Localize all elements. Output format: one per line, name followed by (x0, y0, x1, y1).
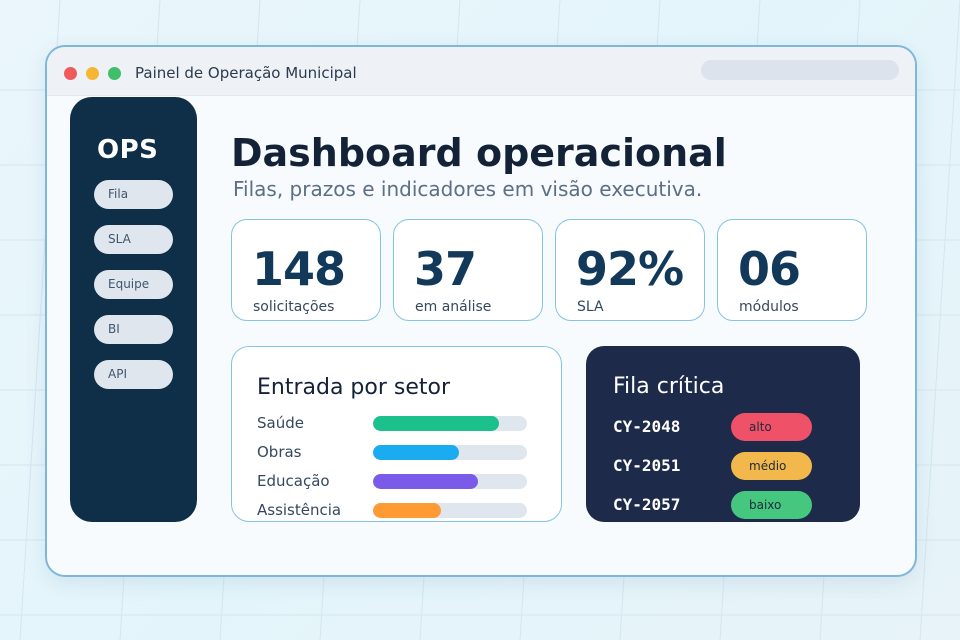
sector-bar-track (373, 416, 527, 431)
kpi-card-sla: 92% SLA (555, 219, 705, 321)
kpi-label: módulos (739, 299, 799, 315)
close-window-button[interactable] (64, 67, 77, 80)
page-subtitle: Filas, prazos e indicadores em visão exe… (233, 177, 703, 201)
window-title: Painel de Operação Municipal (135, 64, 357, 82)
priority-badge: baixo (731, 491, 812, 519)
sidebar: OPS Fila SLA Equipe BI API (70, 97, 197, 522)
sector-bar-fill (373, 503, 441, 518)
ticket-id: CY-2057 (613, 495, 681, 514)
sidebar-item-sla[interactable]: SLA (94, 225, 173, 254)
sector-label: Obras (257, 443, 302, 461)
sidebar-item-api[interactable]: API (94, 360, 173, 389)
sector-label: Saúde (257, 414, 304, 432)
sector-bar-fill (373, 474, 478, 489)
sidebar-item-bi[interactable]: BI (94, 315, 173, 344)
queue-item[interactable]: CY-2051 médio (586, 452, 860, 480)
app-window: Painel de Operação Municipal OPS Fila SL… (45, 45, 917, 577)
maximize-window-button[interactable] (108, 67, 121, 80)
kpi-label: em análise (415, 299, 492, 315)
queue-item[interactable]: CY-2057 baixo (586, 491, 860, 519)
kpi-value: 148 (252, 242, 346, 296)
kpi-value: 92% (576, 242, 684, 296)
sector-intake-card: Entrada por setor Saúde Obras Educação A… (231, 346, 562, 522)
sector-bar-track (373, 503, 527, 518)
page-title: Dashboard operacional (231, 131, 727, 175)
sector-row: Obras (232, 441, 561, 463)
sector-bar-track (373, 474, 527, 489)
kpi-card-modulos: 06 módulos (717, 219, 867, 321)
sector-label: Educação (257, 472, 330, 490)
ticket-id: CY-2048 (613, 417, 681, 436)
sector-row: Educação (232, 470, 561, 492)
queue-item[interactable]: CY-2048 alto (586, 413, 860, 441)
brand-logo: OPS (97, 135, 159, 165)
sidebar-item-fila[interactable]: Fila (94, 180, 173, 209)
sector-row: Assistência (232, 499, 561, 521)
queue-card-title: Fila crítica (613, 374, 725, 399)
sector-label: Assistência (257, 501, 342, 519)
kpi-card-em-analise: 37 em análise (393, 219, 543, 321)
kpi-value: 06 (738, 242, 801, 296)
kpi-value: 37 (414, 242, 477, 296)
priority-badge: alto (731, 413, 812, 441)
sector-row: Saúde (232, 412, 561, 434)
sector-bar-track (373, 445, 527, 460)
address-bar[interactable] (701, 60, 899, 80)
minimize-window-button[interactable] (86, 67, 99, 80)
sector-bar-fill (373, 445, 460, 460)
sector-bar-fill (373, 416, 500, 431)
kpi-label: SLA (577, 299, 604, 315)
title-bar: Painel de Operação Municipal (47, 47, 915, 96)
priority-badge: médio (731, 452, 812, 480)
kpi-label: solicitações (253, 299, 335, 315)
ticket-id: CY-2051 (613, 456, 681, 475)
critical-queue-card: Fila crítica CY-2048 alto CY-2051 médio … (586, 346, 860, 522)
sector-card-title: Entrada por setor (257, 375, 451, 400)
kpi-card-solicitacoes: 148 solicitações (231, 219, 381, 321)
sidebar-item-equipe[interactable]: Equipe (94, 270, 173, 299)
